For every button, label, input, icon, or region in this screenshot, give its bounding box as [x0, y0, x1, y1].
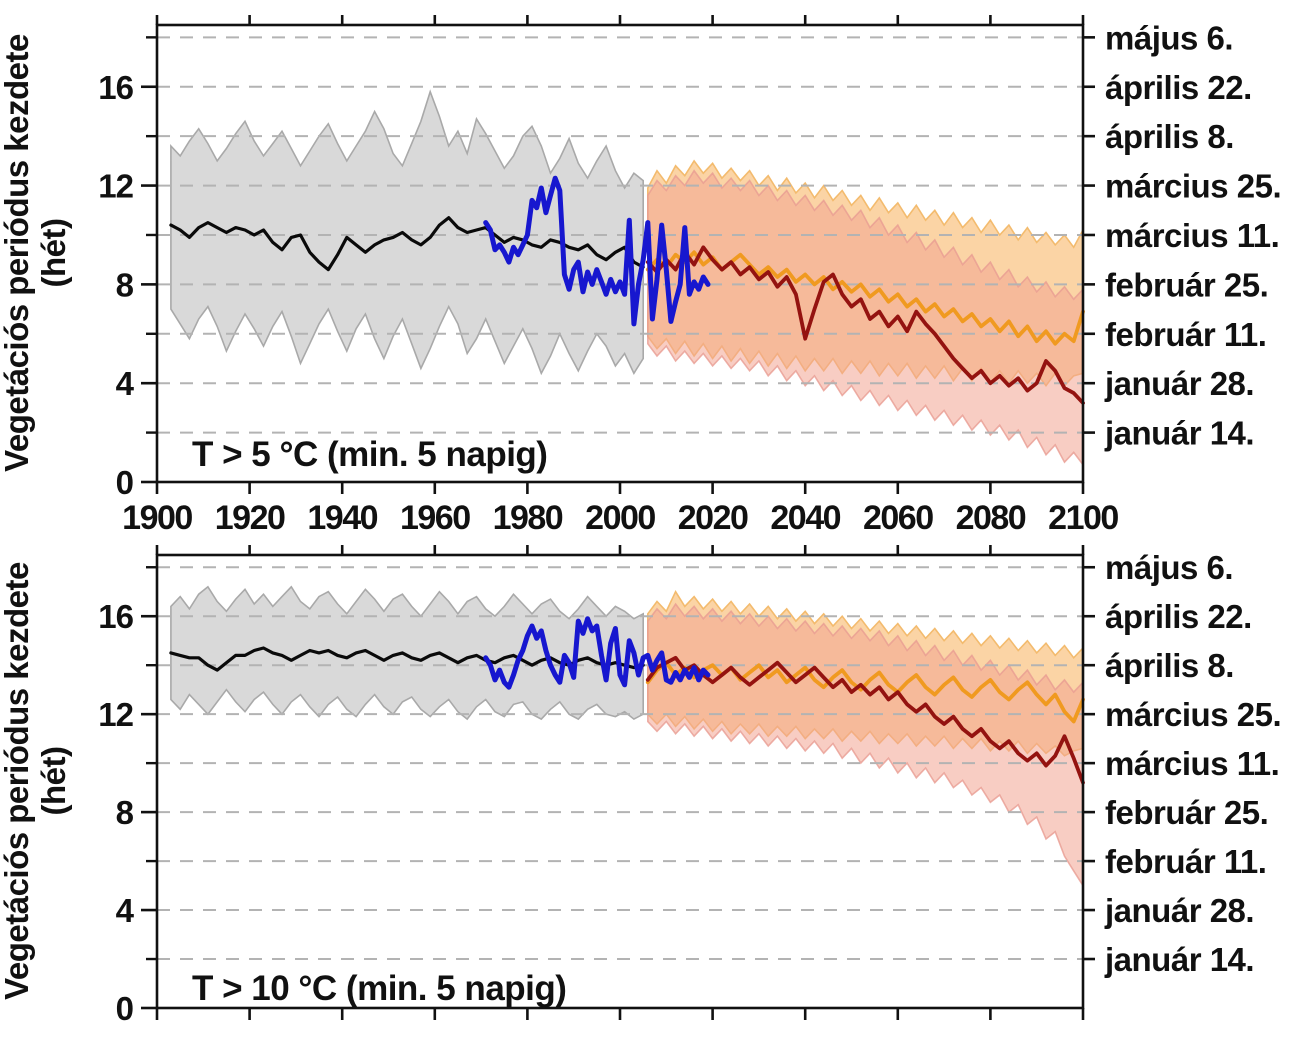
y-tick-label: 16 — [98, 598, 133, 635]
x-tick-label: 2060 — [863, 499, 933, 537]
date-tick-label: március 25. — [1105, 696, 1281, 733]
y-tick-label: 0 — [116, 464, 133, 501]
x-tick-label: 1920 — [215, 499, 285, 537]
x-axis-labels: 1900 1920 1940 1960 1980 2000 2020 2040 2060 2080… — [122, 499, 1120, 537]
x-tick-label: 2100 — [1048, 499, 1118, 537]
annotation-bottom-threshold: T > 10 °C (min. 5 napig) — [192, 969, 566, 1008]
y-axis-label-bottom-line1: Vegetációs periódus kezdete — [0, 562, 35, 1000]
date-tick-label: február 11. — [1105, 316, 1266, 353]
y-tick-label: 4 — [116, 365, 135, 402]
series-projection-line-orange — [645, 660, 1085, 724]
y-tick-label: 16 — [98, 69, 133, 106]
series-projection-line-dark-red — [645, 655, 1085, 785]
y-axis-label-bottom-line2: (hét) — [35, 747, 72, 816]
date-tick-label: február 25. — [1105, 266, 1268, 303]
chart-top-t5: 0 4 8 12 16 május 6. április 22. április 8. márc… — [98, 15, 1282, 501]
date-tick-label: március 11. — [1105, 745, 1279, 782]
y-axis-label-top-line1: Vegetációs periódus kezdete — [0, 34, 35, 472]
x-tick-label: 1940 — [307, 499, 377, 537]
date-tick-label: január 28. — [1104, 892, 1254, 929]
series-projection-line-dark-red — [645, 245, 1085, 405]
series-observed-line — [483, 175, 711, 327]
historical-uncertainty-band — [170, 89, 644, 376]
series-observed-line — [483, 616, 711, 690]
chart-bottom-t10: 0 4 8 12 16 május 6. április 22. április 8. márc… — [98, 545, 1282, 1027]
x-tick-label: 1900 — [122, 499, 192, 537]
date-tick-label: április 22. — [1105, 598, 1252, 635]
y-axis-label-top-line2: (hét) — [35, 219, 72, 288]
y-tick-label: 12 — [98, 168, 133, 205]
y-tick-label: 8 — [116, 266, 134, 303]
date-tick-label: január 14. — [1104, 941, 1254, 978]
date-tick-label: január 14. — [1104, 415, 1254, 452]
date-tick-label: április 8. — [1105, 647, 1234, 684]
date-tick-label: április 8. — [1105, 118, 1234, 155]
historical-uncertainty-band — [170, 585, 644, 721]
date-tick-label: március 11. — [1105, 217, 1279, 254]
date-tick-label: április 22. — [1105, 69, 1252, 106]
date-tick-label: május 6. — [1105, 19, 1233, 56]
y-tick-label: 12 — [98, 696, 133, 733]
y-tick-label: 4 — [116, 892, 135, 929]
y-tick-label: 0 — [116, 990, 133, 1027]
date-tick-label: május 6. — [1105, 549, 1233, 586]
x-tick-label: 2020 — [678, 499, 748, 537]
x-tick-label: 1960 — [400, 499, 470, 537]
x-tick-label: 1980 — [493, 499, 563, 537]
projection-uncertainty-band-pink — [647, 602, 1084, 889]
date-tick-label: január 28. — [1104, 365, 1254, 402]
date-tick-label: február 25. — [1105, 794, 1268, 831]
annotation-top-threshold: T > 5 °C (min. 5 napig) — [192, 435, 547, 474]
date-tick-label: március 25. — [1105, 168, 1281, 205]
x-tick-label: 2000 — [585, 499, 655, 537]
x-tick-label: 2080 — [956, 499, 1026, 537]
y-tick-label: 8 — [116, 794, 134, 831]
x-tick-label: 2040 — [770, 499, 840, 537]
date-tick-label: február 11. — [1105, 843, 1266, 880]
